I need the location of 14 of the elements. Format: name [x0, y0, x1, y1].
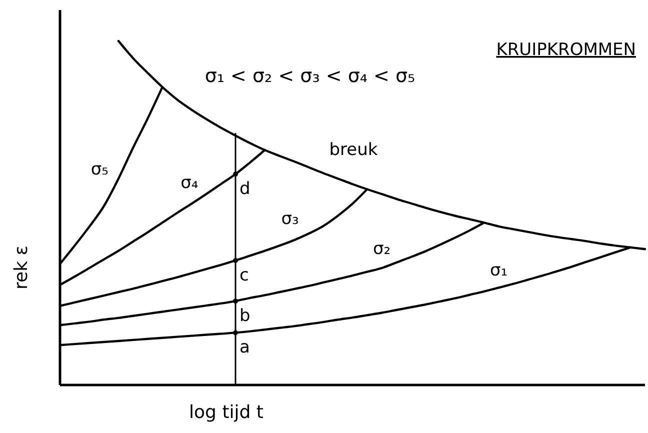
- series-label: σ₁: [490, 260, 508, 281]
- x-axis-title: log tijd t: [189, 402, 264, 423]
- annotation: d: [240, 179, 250, 200]
- y-axis-title: rek ε: [11, 246, 32, 290]
- series-label: σ₅: [90, 160, 108, 180]
- chart-title: KRUIPKROMMEN: [496, 40, 636, 60]
- series-label: breuk: [329, 140, 378, 160]
- annotation: c: [240, 265, 249, 286]
- annotation: a: [240, 338, 250, 358]
- series-label: σ₃: [281, 209, 299, 230]
- series-label: σ₄: [180, 173, 198, 194]
- series-label: σ₂: [372, 239, 391, 260]
- annotation: σ₁ < σ₂ < σ₃ < σ₄ < σ₅: [204, 65, 416, 87]
- annotation: b: [240, 306, 250, 326]
